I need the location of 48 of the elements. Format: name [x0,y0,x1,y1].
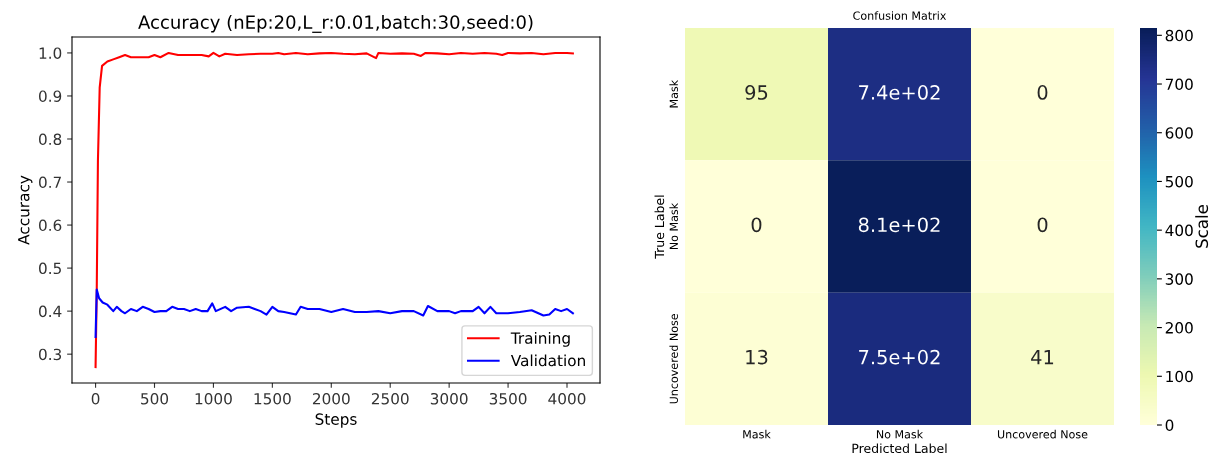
y-axis-title: True Label [654,195,665,259]
x-tick-label: 3500 [489,392,527,405]
color-bar-label: 100 [1166,370,1193,383]
data-label: 7.5e+02 [859,349,940,365]
y-axis-title: Accuracy [18,175,33,245]
data-label: 7.4e+02 [859,85,940,100]
x-tick-label: 2500 [371,392,409,405]
x-tick-label: 1000 [195,392,232,405]
color-bar-label: 700 [1165,78,1193,91]
y-tick-label: Mask [669,79,678,108]
y-tick-label: 0.7 [38,176,61,189]
y-tick-label: 0.5 [38,262,61,275]
x-tick-label: 1500 [254,392,291,405]
data-label: 13 [746,349,768,365]
data-label: 41 [1031,350,1054,365]
legend-label: Training [510,332,570,347]
y-tick-label: 0.9 [38,90,62,102]
chart-title: Confusion Matrix [853,11,947,20]
chart-title: Accuracy (nEp:20,L_r:0.01,batch:30,seed:0) [138,14,533,33]
y-tick-label: 0.8 [38,133,62,146]
x-tick-label: Uncovered Nose [997,429,1088,439]
color-bar-label: 600 [1165,127,1193,139]
x-axis-title: Steps [315,413,357,428]
y-tick-label: No Mask [669,202,678,250]
y-tick-label: 1.0 [39,47,62,59]
color-bar-title: Scale [1195,204,1209,248]
x-axis-title: Predicted Label [852,443,947,454]
x-tick-label: 2000 [312,392,350,405]
x-tick-label: 4000 [548,392,586,405]
data-label: 0 [1037,85,1048,100]
data-label: 95 [745,85,768,100]
data-label: 0 [751,217,762,233]
y-tick-label: 0.3 [38,348,62,361]
y-tick-label: 0.4 [38,305,62,318]
color-bar-label: 200 [1165,322,1193,334]
legend-label: Validation [510,354,585,367]
x-tick-label: Mask [743,429,771,439]
x-tick-label: 500 [141,392,169,405]
color-bar-label: 500 [1165,175,1193,188]
x-tick-label: No Mask [876,429,924,439]
x-tick-label: 3000 [430,392,468,405]
x-tick-label: 0 [91,392,100,405]
y-tick-label: 0.6 [38,219,62,232]
color-bar-label: 800 [1165,29,1193,42]
color-bar-label: 300 [1165,273,1193,285]
color-bar-label: 400 [1165,224,1193,237]
data-label: 0 [1037,217,1048,233]
data-label: 8.1e+02 [858,217,940,233]
